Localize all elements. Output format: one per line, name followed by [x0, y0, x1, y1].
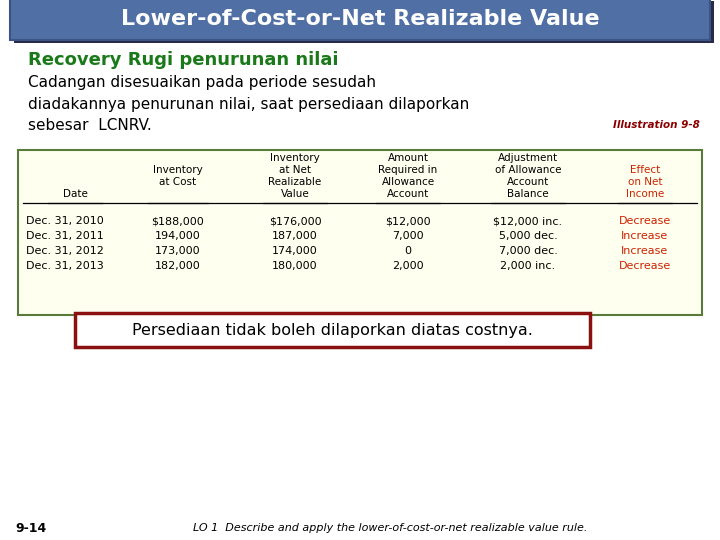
Text: $12,000 inc.: $12,000 inc.	[493, 216, 562, 226]
Bar	[14, 1, 714, 43]
Text: $176,000: $176,000	[269, 216, 321, 226]
Text: LO 1  Describe and apply the lower-of-cost-or-net realizable value rule.: LO 1 Describe and apply the lower-of-cos…	[193, 523, 588, 533]
Text: $12,000: $12,000	[385, 216, 431, 226]
Text: $188,000: $188,000	[152, 216, 204, 226]
Text: Account: Account	[507, 177, 549, 187]
Text: Date: Date	[63, 189, 87, 199]
Text: Lower-of-Cost-or-Net Realizable Value: Lower-of-Cost-or-Net Realizable Value	[121, 9, 599, 29]
Text: Income: Income	[626, 189, 664, 199]
Text: Account: Account	[387, 189, 429, 199]
Bar	[10, 0, 710, 40]
Text: 7,000: 7,000	[392, 231, 424, 241]
Text: Cadangan disesuaikan pada periode sesudah: Cadangan disesuaikan pada periode sesuda…	[28, 76, 376, 91]
Text: 173,000: 173,000	[156, 246, 201, 256]
Text: sebesar  LCNRV.: sebesar LCNRV.	[28, 118, 152, 132]
Text: of Allowance: of Allowance	[495, 165, 562, 175]
Bar	[18, 150, 702, 315]
Text: Decrease: Decrease	[619, 216, 671, 226]
Text: at Net: at Net	[279, 165, 311, 175]
Text: Dec. 31, 2013: Dec. 31, 2013	[26, 261, 104, 271]
Text: Value: Value	[281, 189, 310, 199]
Text: diadakannya penurunan nilai, saat persediaan dilaporkan: diadakannya penurunan nilai, saat persed…	[28, 97, 469, 111]
Text: 9-14: 9-14	[15, 522, 46, 535]
Text: 174,000: 174,000	[272, 246, 318, 256]
Text: Inventory: Inventory	[270, 153, 320, 163]
Text: 7,000 dec.: 7,000 dec.	[498, 246, 557, 256]
Text: Allowance: Allowance	[382, 177, 435, 187]
Text: 180,000: 180,000	[272, 261, 318, 271]
Text: 2,000 inc.: 2,000 inc.	[500, 261, 556, 271]
Text: Amount: Amount	[387, 153, 428, 163]
Text: Dec. 31, 2010: Dec. 31, 2010	[26, 216, 104, 226]
Text: Balance: Balance	[507, 189, 549, 199]
Text: Illustration 9-8: Illustration 9-8	[613, 120, 700, 130]
Text: Increase: Increase	[621, 246, 669, 256]
Text: 5,000 dec.: 5,000 dec.	[499, 231, 557, 241]
Text: Dec. 31, 2011: Dec. 31, 2011	[26, 231, 104, 241]
Text: 182,000: 182,000	[155, 261, 201, 271]
Text: 187,000: 187,000	[272, 231, 318, 241]
Text: Required in: Required in	[379, 165, 438, 175]
Text: 0: 0	[405, 246, 412, 256]
Text: 194,000: 194,000	[155, 231, 201, 241]
Text: Effect: Effect	[630, 165, 660, 175]
Text: Inventory: Inventory	[153, 165, 203, 175]
Text: Dec. 31, 2012: Dec. 31, 2012	[26, 246, 104, 256]
Text: Decrease: Decrease	[619, 261, 671, 271]
Text: at Cost: at Cost	[159, 177, 197, 187]
Text: Adjustment: Adjustment	[498, 153, 558, 163]
Text: Realizable: Realizable	[269, 177, 322, 187]
Text: Persediaan tidak boleh dilaporkan diatas costnya.: Persediaan tidak boleh dilaporkan diatas…	[132, 322, 533, 338]
Bar	[75, 313, 590, 347]
Text: 2,000: 2,000	[392, 261, 424, 271]
Text: on Net: on Net	[628, 177, 662, 187]
Text: Recovery Rugi penurunan nilai: Recovery Rugi penurunan nilai	[28, 51, 338, 69]
Text: Increase: Increase	[621, 231, 669, 241]
